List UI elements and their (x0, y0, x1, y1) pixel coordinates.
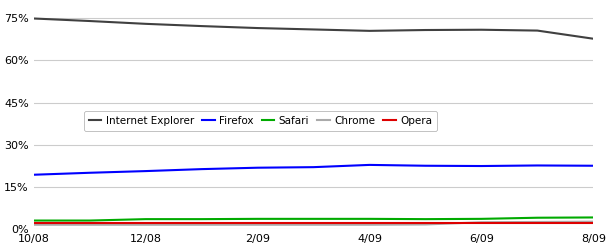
Firefox (478, 164, 485, 167)
Opera (198, 222, 206, 225)
Safari (86, 219, 93, 222)
Opera (590, 222, 597, 225)
Firefox (86, 171, 93, 174)
Firefox (310, 166, 317, 169)
Internet Explorer (254, 27, 261, 30)
Legend: Internet Explorer, Firefox, Safari, Chrome, Opera: Internet Explorer, Firefox, Safari, Chro… (84, 111, 437, 131)
Firefox (590, 164, 597, 167)
Internet Explorer (366, 29, 373, 32)
Firefox (534, 164, 541, 167)
Safari (254, 217, 261, 220)
Line: Chrome: Chrome (34, 222, 594, 225)
Chrome (366, 223, 373, 226)
Internet Explorer (198, 25, 206, 28)
Line: Internet Explorer: Internet Explorer (34, 19, 594, 39)
Opera (310, 222, 317, 225)
Chrome (590, 220, 597, 223)
Internet Explorer (30, 17, 37, 20)
Opera (534, 222, 541, 225)
Chrome (254, 223, 261, 226)
Opera (254, 222, 261, 225)
Internet Explorer (590, 37, 597, 40)
Internet Explorer (422, 29, 429, 31)
Safari (422, 218, 429, 221)
Safari (142, 218, 149, 221)
Chrome (198, 223, 206, 226)
Opera (142, 222, 149, 225)
Internet Explorer (310, 28, 317, 31)
Chrome (30, 223, 37, 226)
Chrome (422, 223, 429, 226)
Safari (534, 216, 541, 219)
Opera (30, 222, 37, 225)
Firefox (142, 170, 149, 173)
Firefox (198, 168, 206, 171)
Safari (198, 218, 206, 221)
Chrome (142, 223, 149, 226)
Safari (310, 217, 317, 220)
Firefox (254, 166, 261, 169)
Chrome (478, 221, 485, 224)
Opera (366, 222, 373, 225)
Safari (30, 219, 37, 222)
Internet Explorer (478, 28, 485, 31)
Safari (366, 217, 373, 220)
Safari (590, 216, 597, 219)
Chrome (86, 223, 93, 226)
Opera (478, 222, 485, 225)
Line: Safari: Safari (34, 217, 594, 220)
Internet Explorer (142, 22, 149, 25)
Firefox (366, 163, 373, 166)
Line: Firefox: Firefox (34, 165, 594, 175)
Opera (422, 222, 429, 225)
Safari (478, 217, 485, 220)
Chrome (534, 220, 541, 223)
Internet Explorer (534, 29, 541, 32)
Internet Explorer (86, 20, 93, 23)
Firefox (30, 173, 37, 176)
Chrome (310, 223, 317, 226)
Firefox (422, 164, 429, 167)
Opera (86, 222, 93, 225)
